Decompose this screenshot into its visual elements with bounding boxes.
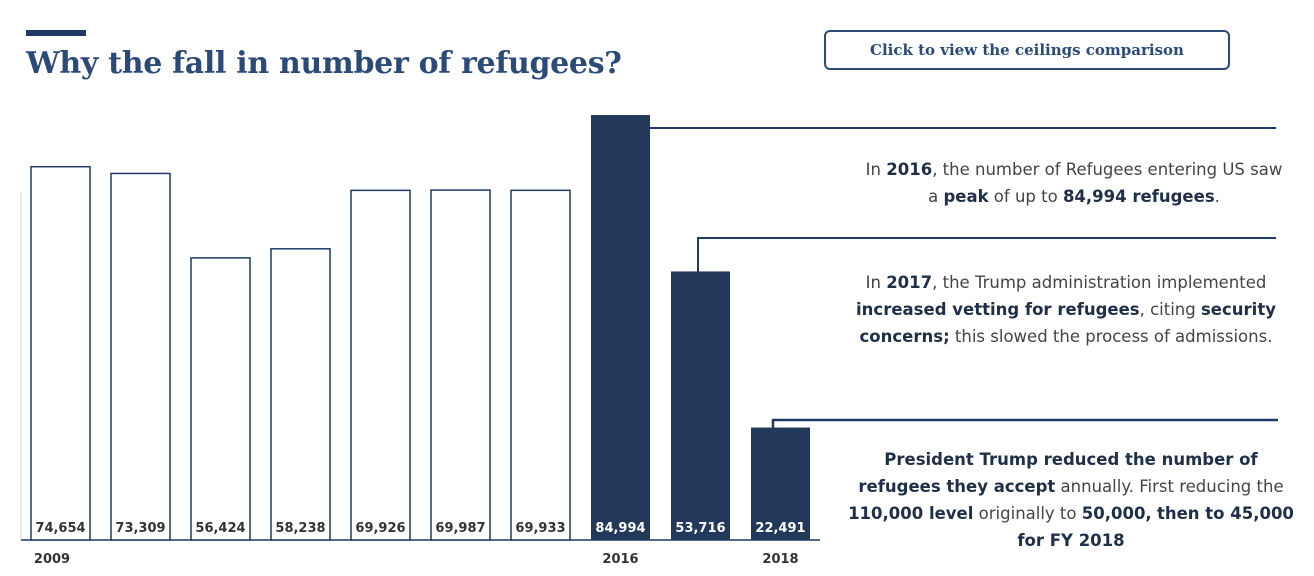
bar-value-label: 56,424	[195, 521, 245, 536]
x-tick-label: 2016	[602, 552, 638, 567]
x-tick-label: 2009	[34, 552, 70, 567]
bar-2014	[430, 189, 491, 541]
bar-value-label: 84,994	[595, 521, 645, 536]
bar-2012	[270, 248, 331, 541]
bar-2018	[751, 427, 810, 540]
bar-value-label: 69,933	[515, 521, 565, 536]
ceilings-comparison-button[interactable]: Click to view the ceilings comparison	[824, 30, 1230, 70]
bar-2013	[350, 189, 411, 541]
page-title: Why the fall in number of refugees?	[26, 46, 622, 81]
annotation-2017: In 2017, the Trump administration implem…	[856, 273, 1276, 346]
bar-2011	[190, 257, 251, 541]
bar-value-label: 22,491	[755, 521, 805, 536]
bar-value-label: 53,716	[675, 521, 725, 536]
bar-2009	[30, 165, 91, 541]
bar-value-label: 69,926	[355, 521, 405, 536]
bar-2016	[591, 115, 650, 540]
annotation-connector-2018	[771, 418, 1278, 446]
annotation-2016: In 2016, the number of Refugees entering…	[865, 160, 1283, 206]
bar-value-label: 74,654	[35, 521, 85, 536]
bar-value-label: 73,309	[115, 521, 165, 536]
bar-2010	[110, 172, 171, 541]
bar-value-label: 69,987	[435, 521, 485, 536]
bar-2015	[510, 189, 571, 541]
title-accent-bar	[26, 30, 86, 36]
bar-value-label: 58,238	[275, 521, 325, 536]
x-tick-label: 2018	[762, 552, 798, 567]
annotation-2018: President Trump reduced the number of re…	[848, 450, 1294, 550]
bar-2017	[671, 271, 730, 540]
